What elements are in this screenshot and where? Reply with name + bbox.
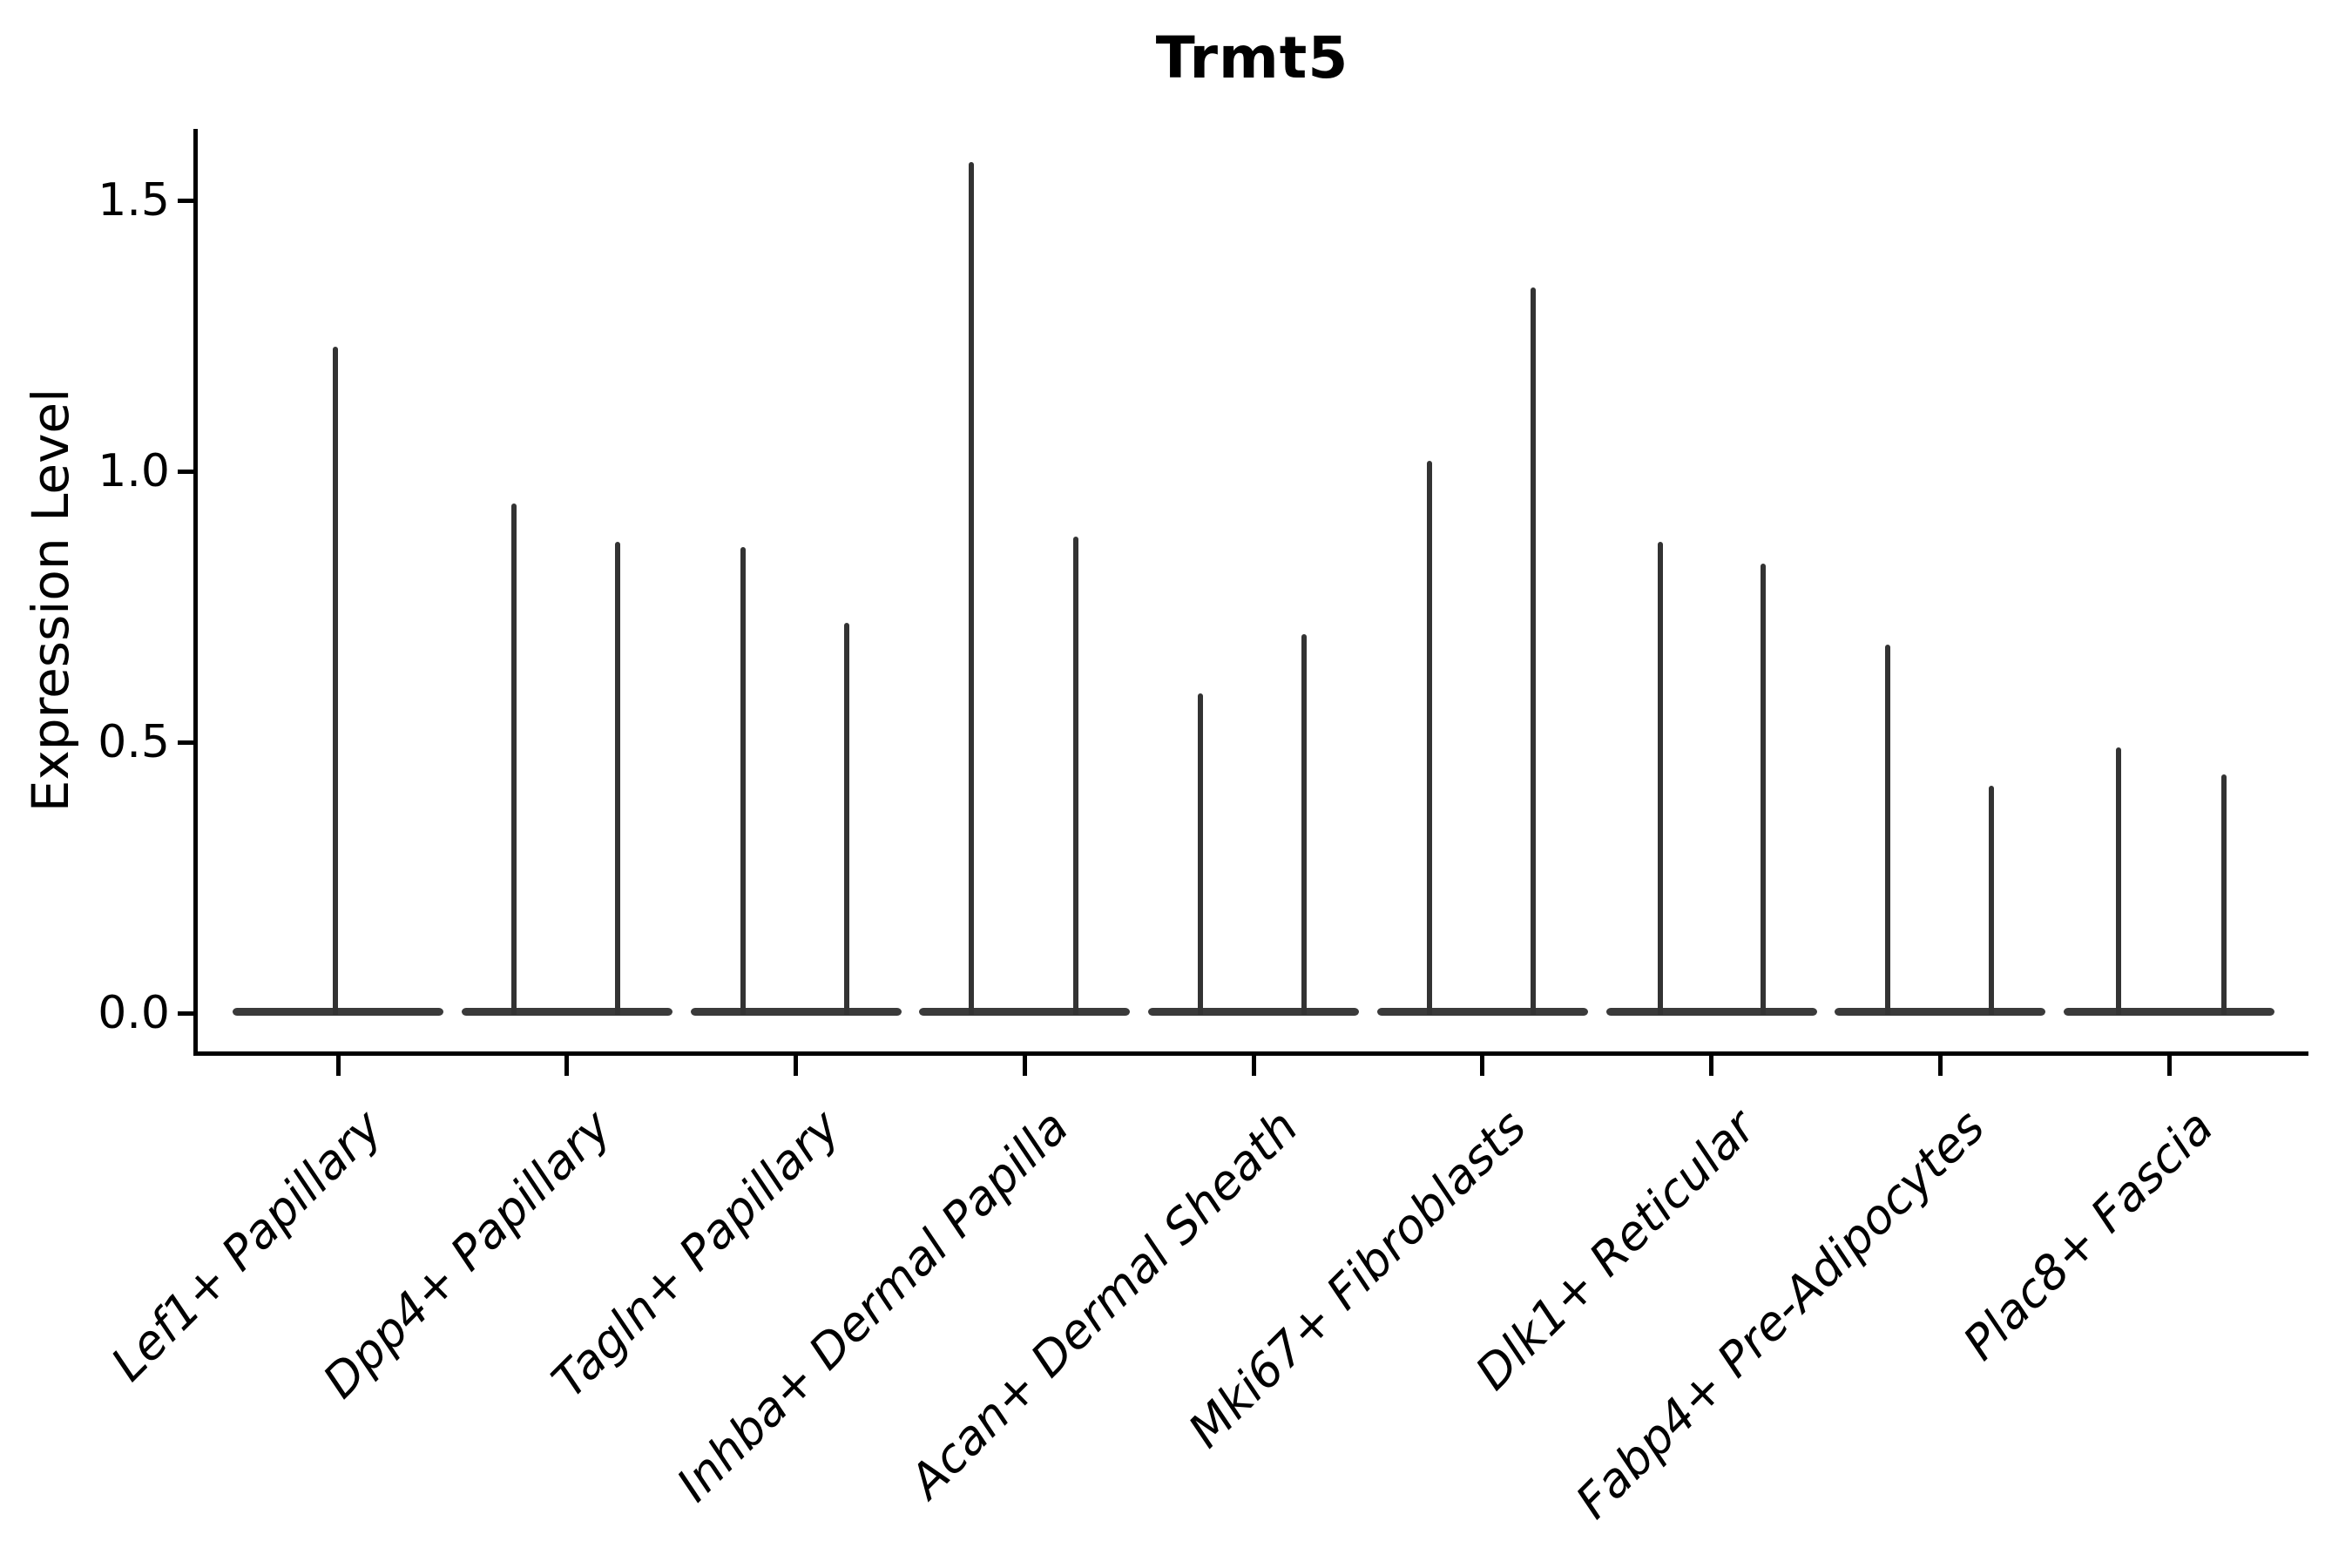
violin-base: [690, 1008, 902, 1016]
violin-max-spike: [333, 346, 338, 1015]
x-tick-mark: [564, 1056, 570, 1076]
y-tick-label: 0.0: [98, 987, 170, 1039]
violin-max-spike: [614, 541, 620, 1015]
y-tick-mark: [178, 740, 196, 745]
violin-max-spike: [1885, 645, 1891, 1015]
violin-max-spike: [969, 162, 975, 1015]
chart-title: Trmt5: [1155, 24, 1349, 91]
violin-max-spike: [1657, 541, 1663, 1015]
x-tick-label: Acan+ Dermal Sheath: [898, 1099, 1308, 1509]
y-tick-label: 0.5: [98, 716, 170, 768]
y-axis-label: Expression Level: [21, 388, 80, 813]
violin-max-spike: [1073, 536, 1079, 1015]
violin-base: [233, 1008, 443, 1016]
x-tick-mark: [1251, 1056, 1256, 1076]
violin-base: [461, 1008, 672, 1016]
violin-max-spike: [1301, 633, 1307, 1015]
violin-max-spike: [1198, 693, 1203, 1015]
violin-base: [2064, 1008, 2274, 1016]
violin-base: [1835, 1008, 2046, 1016]
x-tick-mark: [1937, 1056, 1943, 1076]
x-tick-mark: [2166, 1056, 2172, 1076]
y-tick-mark: [178, 1010, 196, 1016]
violin-base: [1376, 1008, 1588, 1016]
x-tick-mark: [335, 1056, 341, 1076]
y-tick-label: 1.0: [98, 445, 170, 497]
violin-base: [919, 1008, 1131, 1016]
violin-max-spike: [2116, 747, 2121, 1015]
violin-max-spike: [1989, 785, 1995, 1015]
x-tick-mark: [1022, 1056, 1027, 1076]
x-tick-mark: [794, 1056, 798, 1076]
violin-max-spike: [1760, 563, 1766, 1015]
violin-base: [1148, 1008, 1359, 1016]
y-tick-mark: [178, 469, 196, 474]
violin-max-spike: [843, 623, 849, 1015]
y-tick-mark: [178, 198, 196, 203]
x-tick-label: Inhba+ Dermal Papilla: [666, 1099, 1079, 1512]
violin-max-spike: [1530, 287, 1536, 1015]
violin-max-spike: [1426, 460, 1432, 1015]
x-tick-mark: [1480, 1056, 1485, 1076]
violin-max-spike: [740, 547, 746, 1015]
violin-max-spike: [2221, 774, 2227, 1015]
violin-base: [1605, 1008, 1817, 1016]
violin-max-spike: [510, 504, 517, 1015]
x-tick-label: Fabp4+ Pre-Adipocytes: [1565, 1099, 1995, 1530]
y-tick-label: 1.5: [98, 174, 170, 226]
plot-area: [193, 129, 2308, 1056]
x-tick-mark: [1709, 1056, 1713, 1076]
